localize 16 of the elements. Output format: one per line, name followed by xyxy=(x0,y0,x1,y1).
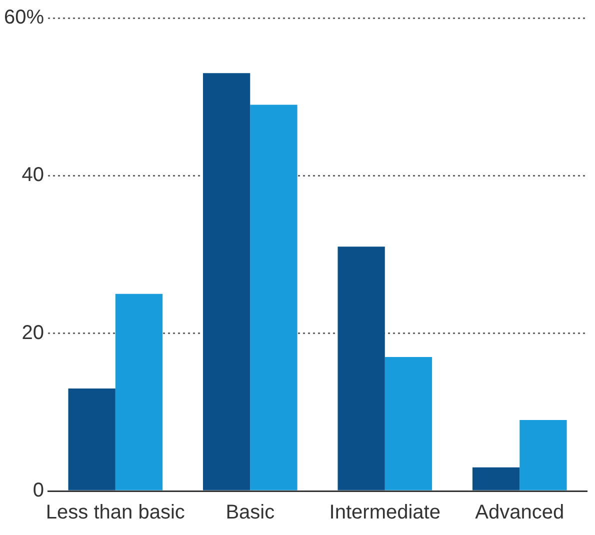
y-tick-label: 60% xyxy=(4,6,44,29)
bar xyxy=(520,420,567,490)
x-tick-label: Advanced xyxy=(475,502,564,524)
x-tick-label: Less than basic xyxy=(46,502,185,524)
bar xyxy=(472,467,520,490)
bar xyxy=(68,388,116,490)
y-tick-label: 20 xyxy=(22,322,44,344)
bar xyxy=(115,294,163,490)
bar xyxy=(338,246,385,490)
bar xyxy=(384,356,432,490)
x-tick-label: Intermediate xyxy=(329,502,440,524)
y-tick-label: 40 xyxy=(22,164,44,186)
y-tick-label: 0 xyxy=(32,480,44,502)
x-tick-label: Basic xyxy=(226,502,275,524)
bar xyxy=(202,73,250,490)
bar xyxy=(250,104,298,490)
